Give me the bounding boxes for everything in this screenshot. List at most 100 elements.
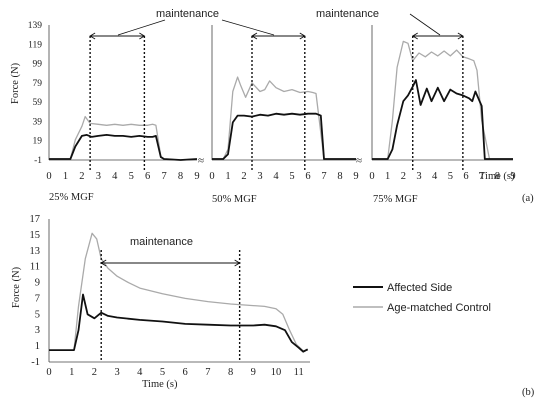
x-tick-label: 11 [294,367,304,378]
arrow-head [411,32,418,40]
y-tick-label: 139 [28,21,43,31]
x-tick-label: 1 [63,171,68,182]
panel-a-annotation-2: maintenance [316,8,379,20]
axis-break-mark: ≈ [356,155,362,167]
x-tick-label: 6 [183,367,188,378]
x-tick-label: 3 [416,171,421,182]
x-tick-label: 3 [114,367,119,378]
series-line-control [372,40,513,160]
x-tick-label: 8 [178,171,183,182]
annotation-pointer [409,13,441,36]
y-tick-label: 7 [35,293,40,304]
panel-b-axes: 17 15 13 11 9 7 5 3 1 -1 0 1 2 3 4 5 6 7 8 9 10 11 [30,214,310,378]
x-tick-label: 1 [69,367,74,378]
x-tick-label: 7 [479,171,484,182]
panel-a-xlabel: Time (s) [479,171,515,182]
arrow-head [251,32,258,40]
x-tick-label: 5 [289,171,294,182]
x-tick-label: 3 [257,171,262,182]
y-tick-label: -1 [34,156,42,166]
x-tick-label: 6 [305,171,310,182]
x-tick-label: 0 [46,367,51,378]
y-tick-label: 119 [28,40,42,50]
annotation-pointer [117,19,166,36]
series-line-affected [372,79,513,160]
panel-a-y-ticks: 139 119 99 79 59 39 19 -1 [28,21,43,166]
x-tick-label: 6 [145,171,150,182]
y-tick-label: 3 [35,325,40,336]
arrow-head [299,32,306,40]
panel-a-label: (a) [522,193,534,204]
legend-label-affected: Affected Side [387,282,452,294]
arrow-head [89,32,96,40]
x-tick-label: 2 [79,171,84,182]
x-tick-label: 2 [92,367,97,378]
x-tick-label: 7 [205,367,210,378]
y-tick-label: 1 [35,341,40,352]
x-tick-label: 3 [96,171,101,182]
x-tick-label: 0 [369,171,374,182]
x-tick-label: 10 [271,367,282,378]
annotation-pointer [221,19,275,36]
condition-label-50: 50% MGF [212,194,257,205]
legend-label-control: Age-matched Control [387,302,491,314]
y-tick-label: 15 [30,230,41,241]
x-tick-label: 5 [129,171,134,182]
x-tick-label: 4 [432,171,438,182]
y-tick-label: 19 [33,137,43,147]
panel-b-xlabel: Time (s) [142,379,178,390]
series-line-affected [49,293,309,353]
arrow-head [100,259,107,267]
panel-a-annotation-1: maintenance [156,8,219,20]
x-tick-label: 9 [251,367,256,378]
series-line-control [49,232,308,352]
panel-a-ylabel: Force (N) [10,62,21,104]
panel-b-ylabel: Force (N) [11,266,22,308]
x-tick-label: 5 [448,171,453,182]
x-tick-label: 8 [337,171,342,182]
y-tick-label: -1 [31,357,40,368]
x-tick-label: 0 [46,171,51,182]
x-tick-label: 6 [463,171,468,182]
x-tick-label: 8 [495,171,500,182]
x-tick-label: 5 [160,367,165,378]
arrow-head [139,32,146,40]
y-tick-label: 17 [30,214,41,225]
x-tick-label: 7 [161,171,166,182]
series-line-affected [212,112,356,160]
arrow-head [234,259,241,267]
x-tick-label: 2 [401,171,406,182]
y-tick-label: 13 [30,246,41,257]
y-tick-label: 79 [33,79,43,89]
panel-b-label: (b) [522,387,535,398]
y-tick-label: 5 [35,309,40,320]
x-tick-label: 9 [353,171,358,182]
axis-break-mark: ≈ [198,155,204,167]
series-line-control [212,76,356,160]
x-tick-label: 2 [241,171,246,182]
x-tick-label: 4 [137,367,143,378]
condition-label-75: 75% MGF [373,194,418,205]
x-tick-label: 9 [194,171,199,182]
panel-b-annotation: maintenance [130,236,193,248]
x-tick-label: 9 [510,171,515,182]
y-tick-label: 9 [35,278,40,289]
y-tick-label: 59 [33,98,43,108]
x-tick-label: 1 [385,171,390,182]
y-tick-label: 39 [33,117,43,127]
y-tick-label: 99 [33,60,43,70]
x-tick-label: 4 [273,171,279,182]
condition-label-25: 25% MGF [49,192,94,203]
x-tick-label: 0 [209,171,214,182]
arrow-head [457,32,464,40]
legend: Affected Side Age-matched Control [353,282,491,314]
series-line-affected [49,133,198,161]
y-tick-label: 11 [30,262,40,273]
x-tick-label: 8 [228,367,233,378]
